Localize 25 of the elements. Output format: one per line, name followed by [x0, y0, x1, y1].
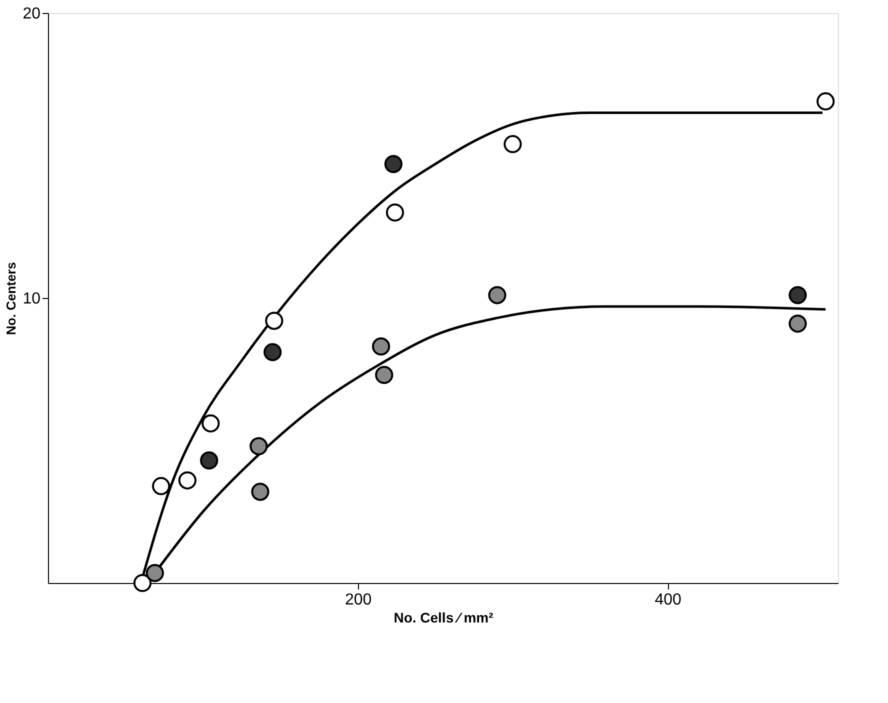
x-tick-label: 200 [344, 592, 372, 608]
point [816, 92, 835, 110]
point [250, 437, 268, 456]
point [152, 477, 170, 496]
point [200, 451, 218, 470]
point [251, 482, 270, 501]
point [788, 286, 807, 304]
point [133, 574, 152, 592]
point [488, 286, 506, 304]
point [375, 366, 394, 384]
y-tick-label: 10 [22, 290, 41, 308]
point [264, 343, 282, 362]
point [372, 337, 390, 356]
point [178, 471, 196, 490]
point [386, 203, 404, 222]
point [788, 314, 807, 333]
point [146, 564, 164, 582]
point [265, 312, 284, 330]
point [202, 414, 220, 432]
x-axis-title: No. Cells ⁄ mm² [394, 610, 494, 626]
x-tick-label: 400 [654, 592, 682, 608]
y-axis-title: No. Centers [4, 262, 19, 335]
point [384, 155, 402, 174]
y-tick-label: 20 [22, 6, 41, 22]
point [504, 135, 522, 154]
